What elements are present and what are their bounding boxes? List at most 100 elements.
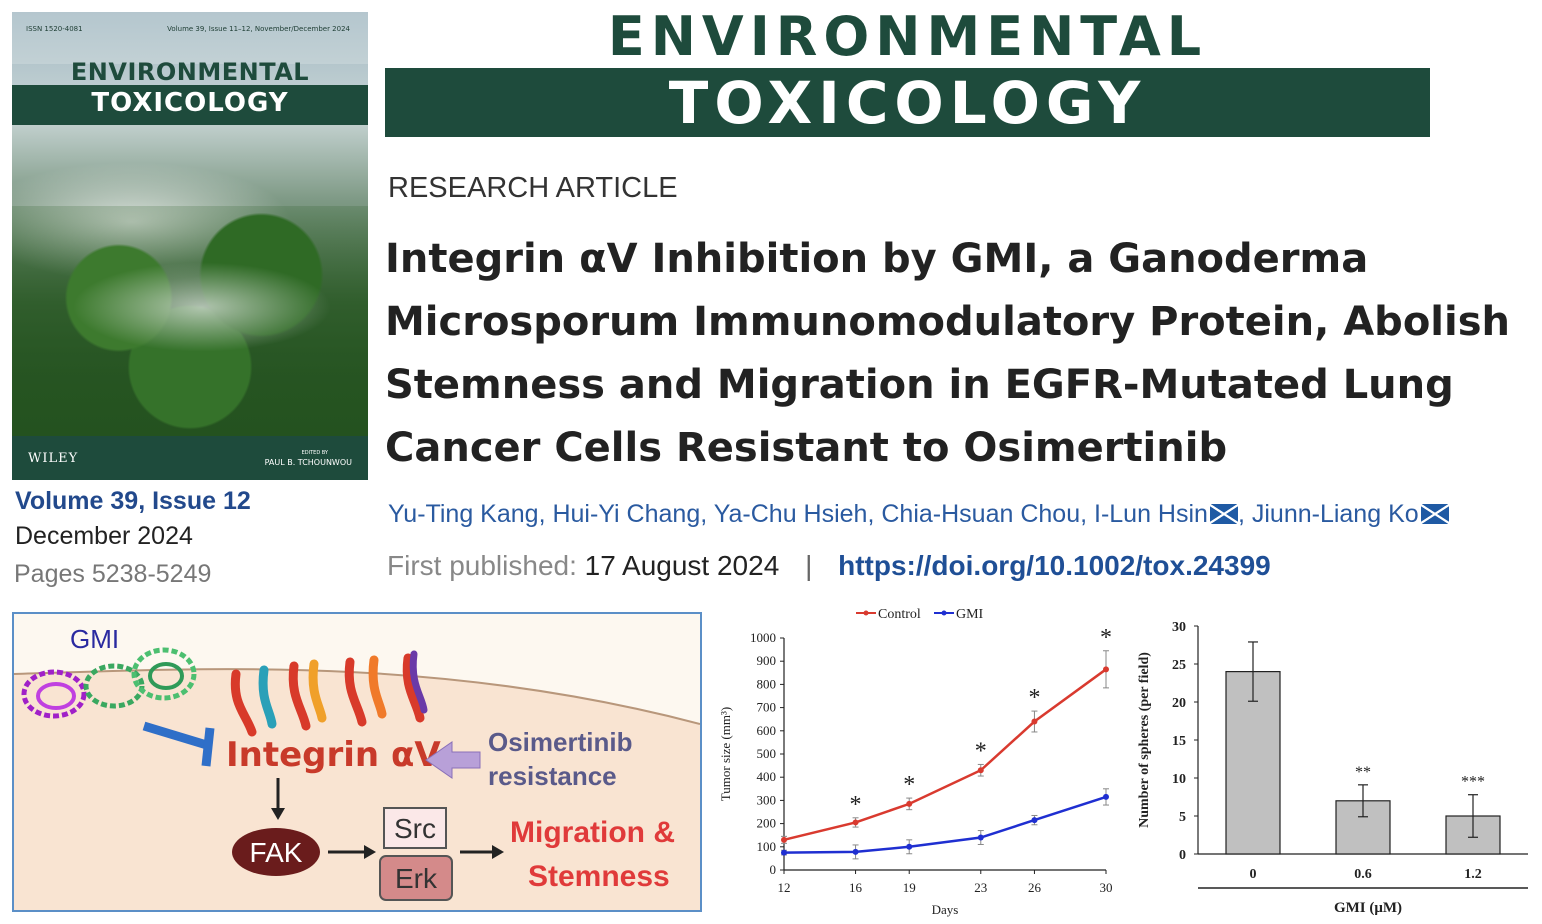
significance-marker: ** xyxy=(1355,764,1371,781)
article-type: RESEARCH ARTICLE xyxy=(388,172,678,204)
y-axis-label: Tumor size (mm³) xyxy=(718,707,733,801)
author-link[interactable]: Hui-Yi Chang xyxy=(552,500,701,528)
separator: | xyxy=(805,550,813,581)
author-separator: , xyxy=(1080,500,1094,528)
email-icon[interactable] xyxy=(1420,504,1449,524)
right-arrow-icon xyxy=(460,845,504,859)
x-tick-label: 19 xyxy=(903,880,916,895)
erk-label: Erk xyxy=(395,863,438,894)
src-label: Src xyxy=(394,813,436,844)
gmi-label: GMI xyxy=(70,624,119,654)
significance-marker: *** xyxy=(1461,774,1485,791)
cover-header-strip xyxy=(12,12,368,64)
y-tick-label: 700 xyxy=(757,700,777,715)
author-link[interactable]: Chia-Hsuan Chou xyxy=(881,500,1081,528)
y-tick-label: 900 xyxy=(757,653,777,668)
y-tick-label: 300 xyxy=(757,792,777,807)
y-tick-label: 15 xyxy=(1172,734,1186,749)
first-published-date: 17 August 2024 xyxy=(584,550,780,581)
tumor-size-line-chart: 0 100 200 300 400 500 600 700 800 900 1000 12 16 19 23… xyxy=(718,607,1113,917)
data-point xyxy=(781,836,787,843)
y-tick-label: 800 xyxy=(757,676,777,691)
data-point xyxy=(906,800,913,807)
legend-label: Control xyxy=(878,607,921,622)
data-point xyxy=(977,834,984,841)
down-arrow-icon xyxy=(271,778,285,820)
issue-date: December 2024 xyxy=(15,522,193,550)
significance-marker: * xyxy=(903,772,915,798)
article-title: Integrin αV Inhibition by GMI, a Ganoder… xyxy=(385,236,1510,471)
right-arrow-icon xyxy=(328,845,376,859)
inhibition-arrow-icon xyxy=(142,721,215,767)
cell-membrane-area xyxy=(14,669,700,910)
gmi-protein-icon xyxy=(21,647,197,719)
author-link[interactable]: Ya-Chu Hsieh xyxy=(713,500,868,528)
x-tick-label: 30 xyxy=(1100,880,1113,895)
resistance-arrow-icon xyxy=(425,741,481,779)
cover-footer-band xyxy=(12,436,368,480)
data-point xyxy=(977,767,984,774)
author-separator: , xyxy=(867,500,882,528)
data-point xyxy=(1103,793,1109,800)
significance-marker: * xyxy=(975,738,987,764)
y-tick-label: 100 xyxy=(757,839,777,854)
fak-node xyxy=(232,828,320,876)
significance-marker: * xyxy=(1100,625,1112,651)
resistance-label: resistance xyxy=(488,761,617,791)
spheres-bar-chart: 0 5 10 15 20 25 30 Number of spheres (per field… xyxy=(1137,620,1528,916)
author-separator: , xyxy=(700,500,714,528)
doi-link[interactable]: https://doi.org/10.1002/tox.24399 xyxy=(838,550,1271,581)
cover-volume-line: Volume 39, Issue 11–12, November/Decembe… xyxy=(167,25,350,33)
legend-marker xyxy=(863,610,869,616)
data-point xyxy=(906,843,913,850)
significance-marker: * xyxy=(850,792,862,818)
y-tick-label: 0 xyxy=(770,862,777,877)
author-link[interactable]: Yu-Ting Kang xyxy=(388,500,539,528)
author-link[interactable]: Jiunn-Liang Ko xyxy=(1251,500,1419,528)
osimertinib-label: Osimertinib xyxy=(488,727,632,757)
migration-label: Migration & xyxy=(510,816,675,849)
author-list: Yu-Ting Kang, Hui-Yi Chang, Ya-Chu Hsieh… xyxy=(388,500,1449,529)
series-line-gmi xyxy=(783,795,1107,854)
data-point xyxy=(852,848,859,855)
y-tick-label: 200 xyxy=(757,816,777,831)
data-point xyxy=(1031,718,1038,725)
cover-issn: ISSN 1520-4081 xyxy=(26,25,83,33)
page-range: Pages 5238-5249 xyxy=(14,560,212,588)
y-tick-label: 25 xyxy=(1172,658,1186,673)
cover-edited-by: EDITED BY xyxy=(301,450,328,456)
x-tick-label: 0 xyxy=(1250,867,1257,882)
y-tick-label: 0 xyxy=(1179,848,1186,863)
x-tick-label: 16 xyxy=(849,880,863,895)
y-tick-label: 1000 xyxy=(750,630,776,645)
cover-title-line1: ENVIRONMENTAL xyxy=(70,58,310,86)
cover-title-band xyxy=(12,85,368,125)
significance-marker: * xyxy=(1028,685,1040,711)
y-tick-label: 20 xyxy=(1172,696,1186,711)
x-axis-label: GMI (μM) xyxy=(1334,900,1402,916)
author-separator: , xyxy=(1237,500,1252,528)
x-tick-label: 1.2 xyxy=(1464,867,1482,882)
data-point xyxy=(1031,817,1038,824)
cover-editor: PAUL B. TCHOUNWOU xyxy=(264,458,352,467)
data-point xyxy=(781,849,787,856)
journal-cover[interactable]: ISSN 1520-4081 Volume 39, Issue 11–12, N… xyxy=(12,12,368,480)
fak-label: FAK xyxy=(250,837,303,868)
email-icon[interactable] xyxy=(1209,504,1238,524)
x-tick-label: 23 xyxy=(974,880,987,895)
author-link[interactable]: I-Lun Hsin xyxy=(1094,500,1208,528)
erk-node xyxy=(379,855,453,901)
author-separator: , xyxy=(538,500,553,528)
bar xyxy=(1225,670,1281,855)
volume-issue-link[interactable]: Volume 39, Issue 12 xyxy=(15,487,251,515)
integrin-label: Integrin αV xyxy=(226,735,441,775)
cover-publisher: WILEY xyxy=(28,451,79,466)
graphical-abstract: GMI Integrin αV Osimertinib resistance F… xyxy=(12,612,702,912)
masthead-line1: ENVIRONMENTAL xyxy=(607,5,1208,68)
legend-marker xyxy=(941,610,947,616)
series-line-control xyxy=(783,668,1107,842)
integrin-receptors-icon xyxy=(230,650,428,737)
first-published-label: First published: xyxy=(387,550,577,581)
y-tick-label: 5 xyxy=(1179,810,1186,825)
graphical-abstract-svg: GMI Integrin αV Osimertinib resistance F… xyxy=(14,624,700,910)
